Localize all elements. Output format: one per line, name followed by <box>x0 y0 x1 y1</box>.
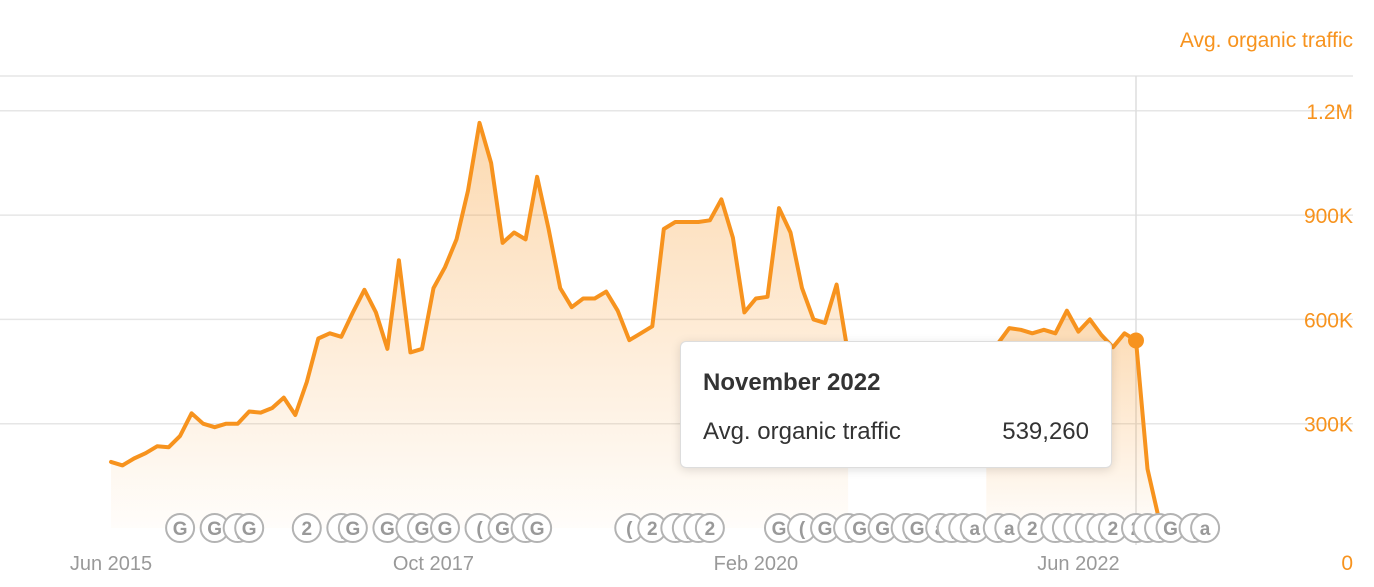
y-axis-ticks: 1.2M 900K 600K 300K 0 <box>1304 101 1353 575</box>
event-marker[interactable]: G <box>165 513 196 543</box>
event-marker[interactable]: G <box>429 513 460 543</box>
hover-tooltip: November 2022 Avg. organic traffic 539,2… <box>680 341 1112 468</box>
event-marker[interactable]: G <box>199 513 230 543</box>
event-marker-label: ( <box>626 519 633 540</box>
tooltip-metric-value: 539,260 <box>1002 418 1089 445</box>
y-axis-title: Avg. organic traffic <box>1180 29 1353 52</box>
event-marker[interactable]: a <box>959 513 990 543</box>
y-tick-label: 0 <box>1341 552 1353 575</box>
event-marker[interactable]: 2 <box>694 513 725 543</box>
event-marker-label: G <box>173 519 188 540</box>
event-marker-label: G <box>242 519 257 540</box>
hover-point <box>1128 332 1144 349</box>
event-marker-label: G <box>910 519 925 540</box>
x-axis-ticks: Jun 2015 Oct 2017 Feb 2020 Jun 2022 <box>70 553 1120 575</box>
event-marker-label: ( <box>476 519 483 540</box>
event-marker-label: G <box>1163 519 1178 540</box>
event-marker-label: G <box>530 519 545 540</box>
event-marker-label: 2 <box>647 519 658 540</box>
event-marker[interactable]: G <box>902 513 933 543</box>
event-marker-label: G <box>438 519 453 540</box>
event-marker-label: 2 <box>1027 519 1038 540</box>
series-line-segment <box>109 120 851 468</box>
event-marker-label: 2 <box>301 519 312 540</box>
event-marker-label: 2 <box>705 519 716 540</box>
event-marker-label: G <box>345 519 360 540</box>
event-marker-label: G <box>495 519 510 540</box>
event-marker[interactable]: 2 <box>291 513 322 543</box>
x-tick-label: Feb 2020 <box>714 553 799 575</box>
event-marker-label: G <box>415 519 430 540</box>
event-marker-label: ( <box>799 519 806 540</box>
event-marker[interactable]: G <box>763 513 794 543</box>
event-marker-label: 2 <box>1108 519 1119 540</box>
event-marker[interactable]: a <box>1190 513 1221 543</box>
event-marker[interactable]: G <box>406 513 437 543</box>
series-area-segment <box>111 122 849 529</box>
event-marker-label: a <box>1200 519 1211 540</box>
tooltip-metric-label: Avg. organic traffic <box>703 418 901 445</box>
event-markers[interactable]: GG(G2(GG(GG(G(G(2(((2G(G(GG(Ga((a(a2((((… <box>165 513 1221 543</box>
event-marker-label: a <box>969 519 980 540</box>
event-marker[interactable]: G <box>337 513 368 543</box>
event-marker[interactable]: G <box>522 513 553 543</box>
event-marker-label: G <box>207 519 222 540</box>
y-tick-label: 1.2M <box>1306 101 1353 124</box>
event-marker[interactable]: a <box>994 513 1025 543</box>
event-marker[interactable]: G <box>234 513 265 543</box>
y-tick-label: 900K <box>1304 205 1353 228</box>
y-tick-label: 600K <box>1304 309 1353 332</box>
event-marker-label: a <box>1004 519 1015 540</box>
x-tick-label: Oct 2017 <box>393 553 474 575</box>
event-marker-label: G <box>875 519 890 540</box>
x-tick-label: Jun 2015 <box>70 553 152 575</box>
y-tick-label: 300K <box>1304 414 1353 437</box>
event-marker-label: G <box>852 519 867 540</box>
x-tick-label: Jun 2022 <box>1037 553 1119 575</box>
event-marker-label: G <box>818 519 833 540</box>
tooltip-title: November 2022 <box>703 369 881 396</box>
event-marker-label: G <box>772 519 787 540</box>
event-marker-label: G <box>380 519 395 540</box>
